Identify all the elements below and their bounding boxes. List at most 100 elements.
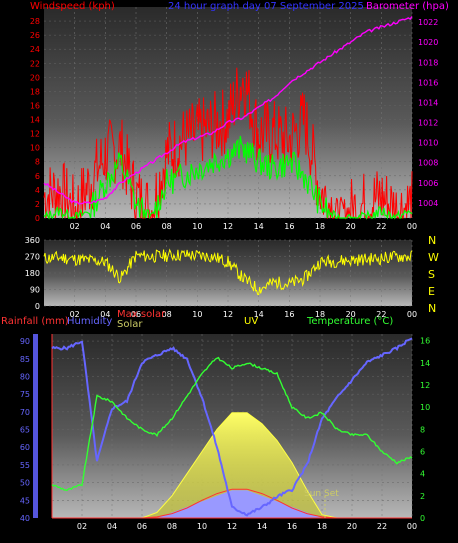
- maxsolar-label: Max solar: [117, 309, 166, 320]
- x-tick-label: 20: [346, 222, 356, 231]
- temperature-tick-label: 8: [420, 425, 425, 434]
- x-tick-label: 04: [107, 522, 117, 531]
- wind-tick-label: 18: [30, 87, 40, 96]
- x-tick-label: 16: [284, 310, 294, 319]
- sunset-marker-label: Sun Set: [304, 489, 339, 499]
- x-tick-label: 18: [315, 222, 325, 231]
- x-tick-label: 14: [254, 222, 264, 231]
- temperature-tick-label: 10: [420, 403, 430, 412]
- x-tick-label: 00: [407, 522, 417, 531]
- wind-tick-label: 16: [30, 101, 40, 110]
- direction-tick-label: 90: [30, 286, 40, 295]
- x-tick-label: 16: [287, 522, 297, 531]
- temperature-tick-label: 12: [420, 381, 430, 390]
- baro-tick-label: 1016: [418, 78, 438, 87]
- baro-tick-label: 1008: [418, 159, 438, 168]
- x-tick-label: 14: [254, 310, 264, 319]
- compass-label-2: S: [428, 268, 435, 281]
- wind-tick-label: 0: [35, 214, 40, 223]
- direction-tick-label: 270: [25, 253, 40, 262]
- compass-label-1: W: [428, 251, 439, 264]
- compass-label-0: N: [428, 234, 437, 247]
- x-tick-label: 14: [257, 522, 267, 531]
- wind-tick-label: 8: [35, 158, 40, 167]
- baro-tick-label: 1012: [418, 119, 438, 128]
- humidity-tick-label: 75: [20, 390, 30, 399]
- x-tick-label: 10: [192, 222, 202, 231]
- wind-tick-label: 24: [30, 45, 40, 54]
- temperature-tick-label: 14: [420, 359, 430, 368]
- x-tick-label: 02: [70, 310, 80, 319]
- x-tick-label: 22: [376, 310, 386, 319]
- baro-tick-label: 1022: [418, 18, 438, 27]
- humidity-tick-label: 65: [20, 426, 30, 435]
- wind-tick-label: 14: [30, 116, 40, 125]
- x-tick-label: 12: [223, 222, 233, 231]
- x-tick-label: 02: [77, 522, 87, 531]
- x-tick-label: 08: [162, 310, 172, 319]
- humidity-tick-label: 45: [20, 496, 30, 505]
- x-tick-label: 00: [407, 310, 417, 319]
- compass-label-4: N: [428, 302, 437, 315]
- x-tick-label: 18: [315, 310, 325, 319]
- direction-tick-label: 180: [25, 269, 40, 278]
- windspeed-axis-label: Windspeed (kph): [30, 1, 115, 12]
- wind-tick-label: 28: [30, 17, 40, 26]
- wind-tick-label: 2: [35, 200, 40, 209]
- wind-tick-label: 26: [30, 31, 40, 40]
- wind-tick-label: 10: [30, 144, 40, 153]
- temperature-axis-label: Temperature (°C): [307, 316, 394, 327]
- baro-tick-label: 1014: [418, 98, 438, 107]
- wind-tick-label: 6: [35, 172, 40, 181]
- direction-tick-label: 360: [25, 236, 40, 245]
- solar-label: Solar: [117, 319, 143, 330]
- x-tick-label: 04: [100, 310, 110, 319]
- humidity-axis-label: Humidity: [67, 316, 113, 327]
- direction-tick-label: 0: [35, 302, 40, 311]
- x-tick-label: 00: [407, 222, 417, 231]
- temperature-tick-label: 6: [420, 447, 425, 456]
- x-tick-label: 18: [317, 522, 327, 531]
- x-tick-label: 10: [197, 522, 207, 531]
- baro-tick-label: 1006: [418, 179, 438, 188]
- temperature-tick-label: 2: [420, 492, 425, 501]
- gust-line: [43, 135, 413, 220]
- x-tick-label: 16: [284, 222, 294, 231]
- wind-tick-label: 4: [35, 186, 40, 195]
- x-tick-label: 02: [70, 222, 80, 231]
- humidity-tick-label: 85: [20, 355, 30, 364]
- x-tick-label: 10: [192, 310, 202, 319]
- humidity-tick-label: 50: [20, 479, 30, 488]
- temperature-tick-label: 16: [420, 337, 430, 346]
- wind-tick-label: 20: [30, 73, 40, 82]
- humidity-tick-label: 60: [20, 443, 30, 452]
- x-tick-label: 06: [131, 310, 141, 319]
- baro-tick-label: 1018: [418, 58, 438, 67]
- wind-tick-label: 12: [30, 130, 40, 139]
- x-tick-label: 22: [376, 222, 386, 231]
- maxsolar-area: [52, 488, 412, 519]
- temperature-line: [51, 356, 413, 492]
- temperature-tick-label: 0: [420, 514, 425, 523]
- chart-title: 24 hour graph day 07 September 2025: [168, 1, 364, 12]
- baro-tick-label: 1010: [418, 139, 438, 148]
- humidity-line: [51, 337, 413, 517]
- baro-tick-label: 1004: [418, 199, 438, 208]
- wind-tick-label: 22: [30, 59, 40, 68]
- uv-label: UV: [244, 316, 259, 327]
- x-tick-label: 22: [377, 522, 387, 531]
- barometer-axis-label: Barometer (hpa): [366, 1, 449, 12]
- baro-tick-label: 1020: [418, 38, 438, 47]
- x-tick-label: 08: [167, 522, 177, 531]
- x-tick-label: 12: [227, 522, 237, 531]
- x-tick-label: 12: [223, 310, 233, 319]
- humidity-tick-label: 90: [20, 337, 30, 346]
- wind-direction-line: [43, 248, 413, 296]
- humidity-tick-label: 70: [20, 408, 30, 417]
- temperature-tick-label: 4: [420, 470, 425, 479]
- compass-label-3: E: [428, 285, 435, 298]
- humidity-axis-bar: [33, 334, 38, 518]
- x-tick-label: 04: [100, 222, 110, 231]
